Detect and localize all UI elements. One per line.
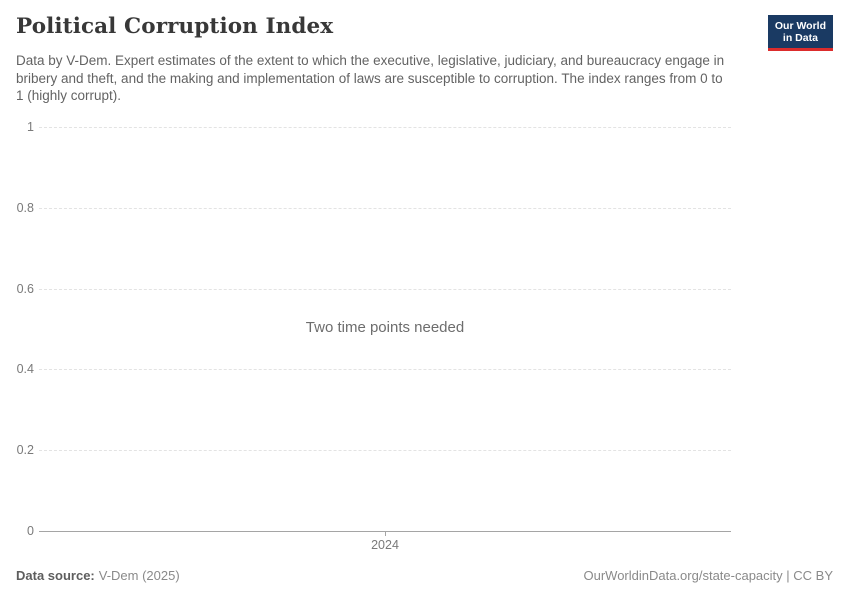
y-tick-label: 0 [27, 524, 34, 538]
y-gridline [39, 127, 731, 128]
chart-empty-message: Two time points needed [305, 319, 465, 336]
y-gridline [39, 207, 731, 209]
y-tick-label: 0.2 [16, 443, 34, 458]
chart-subtitle: Data by V-Dem. Expert estimates of the e… [16, 53, 725, 103]
attribution: OurWorldinData.org/state-capacity | CC B… [583, 568, 833, 583]
data-source-value: V-Dem (2025) [98, 568, 180, 583]
page-title: Political Corruption Index [16, 14, 334, 39]
y-tick-label: 1 [27, 120, 34, 134]
y-tick-label: 0.4 [16, 362, 34, 377]
chart-footer: Data source: V-Dem (2025) OurWorldinData.… [16, 568, 833, 583]
x-axis-tick-mark [385, 531, 386, 536]
owid-logo-line1: Our World [774, 20, 826, 32]
owid-logo: Our World in Data [767, 15, 833, 51]
y-gridline [39, 369, 731, 371]
x-axis-tick-label: 2024 [371, 538, 399, 552]
data-source: Data source: V-Dem (2025) [16, 568, 180, 583]
owid-logo-line2: in Data [782, 32, 818, 44]
y-tick-label: 0.8 [16, 200, 34, 215]
data-source-label: Data source: [16, 568, 95, 583]
y-gridline [39, 288, 731, 290]
y-tick-label: 0.6 [16, 281, 34, 296]
y-gridline [39, 450, 731, 452]
